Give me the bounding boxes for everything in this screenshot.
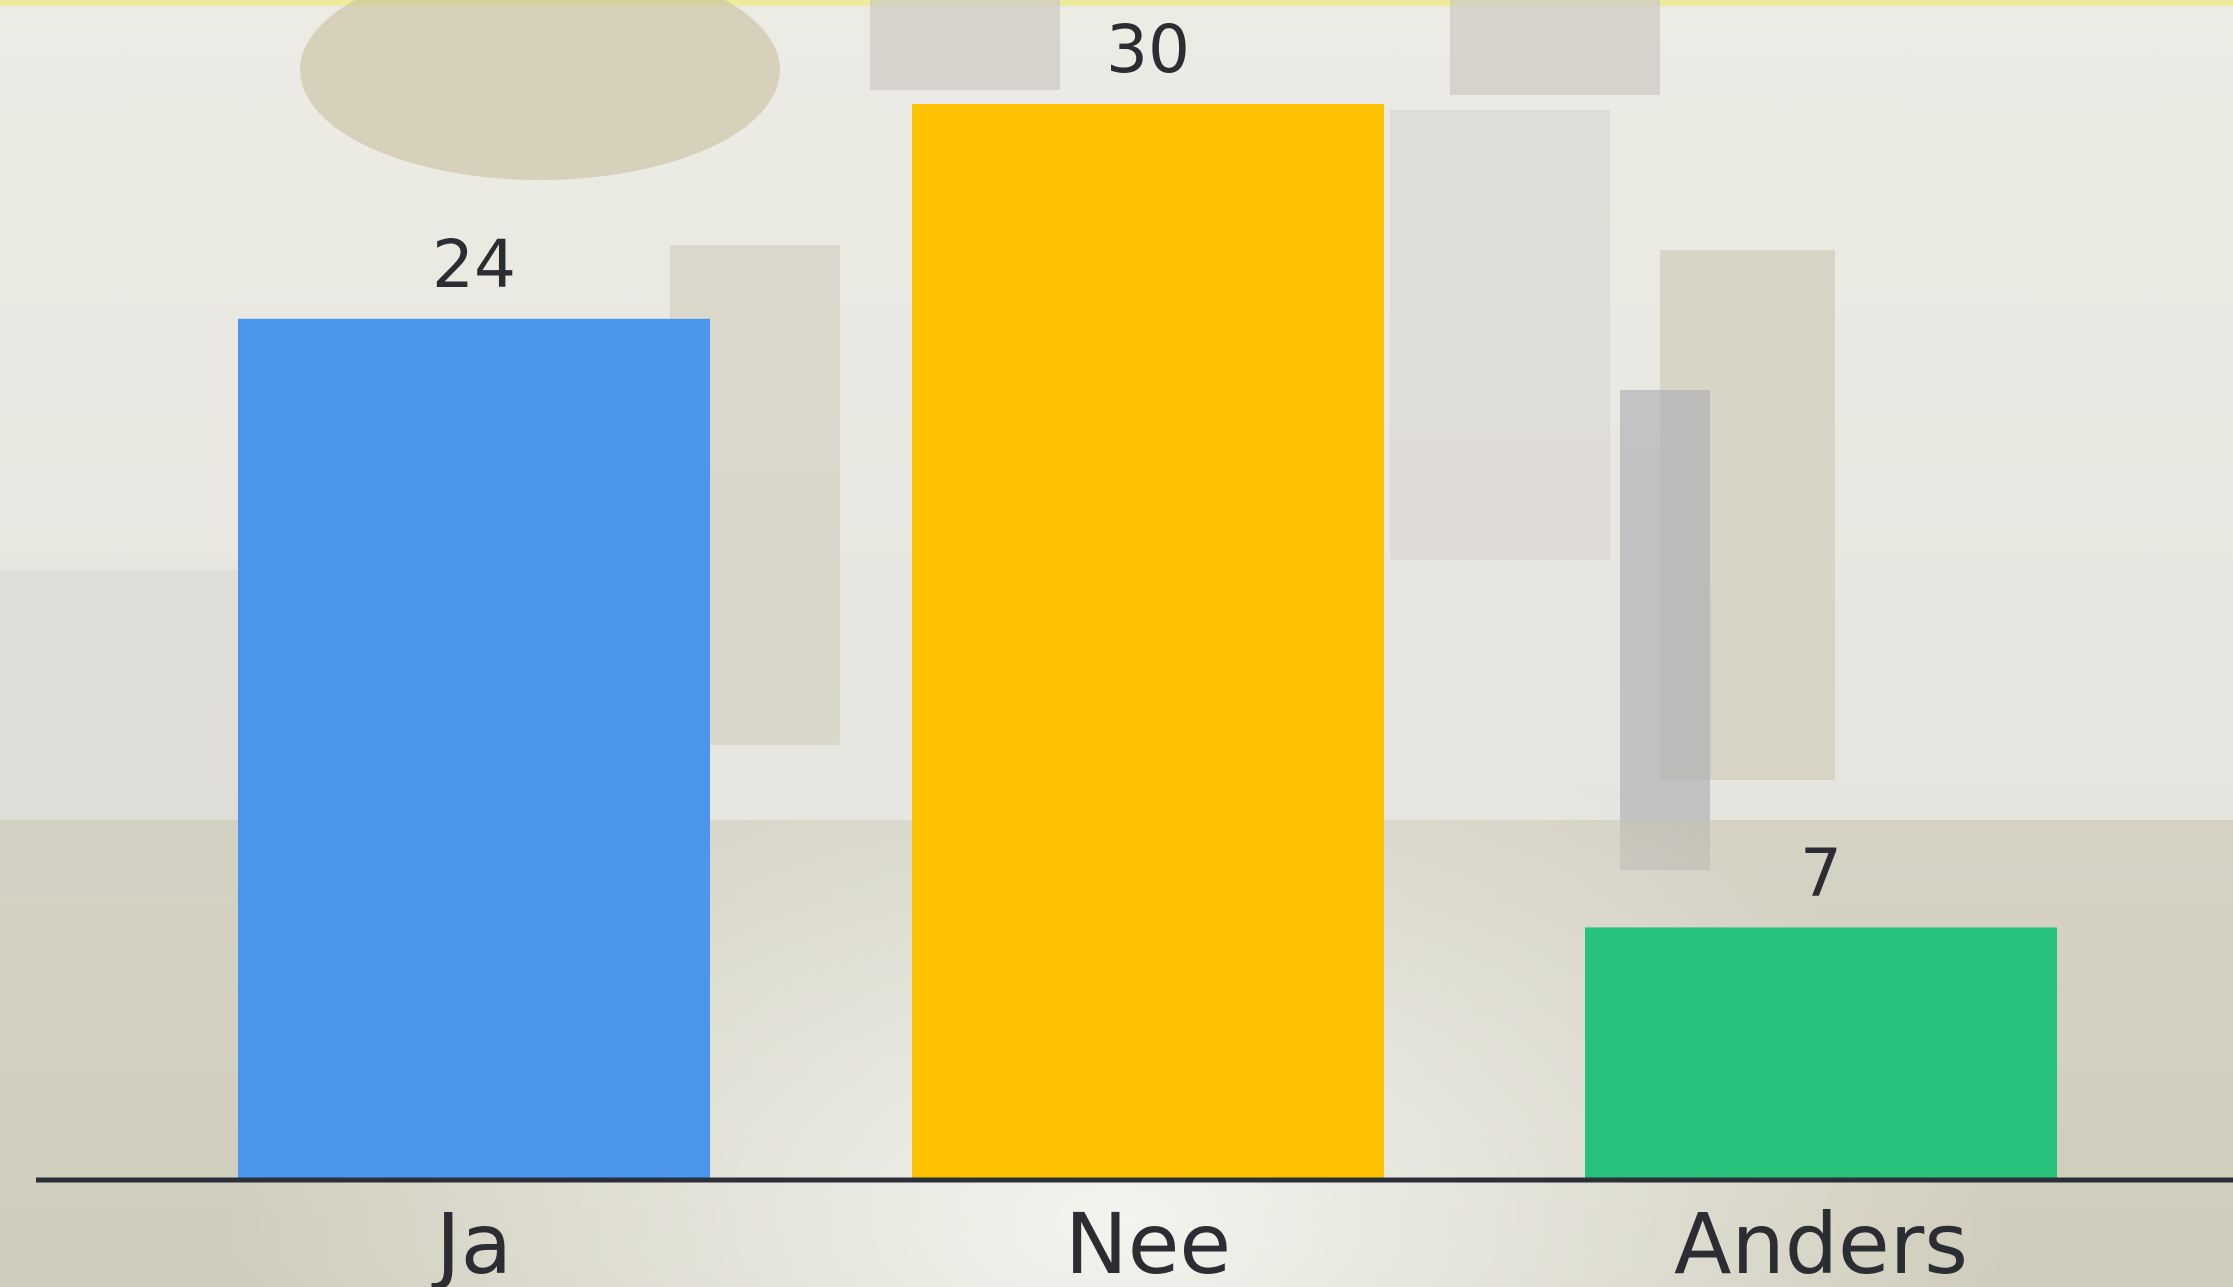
bar — [1585, 927, 2057, 1178]
bar — [912, 104, 1384, 1178]
category-label: Ja — [431, 1195, 512, 1287]
value-label: 24 — [432, 226, 516, 303]
value-label: 30 — [1106, 11, 1190, 88]
plot-area: 24 Ja 30 Nee 7 Anders — [238, 11, 2057, 1287]
bar — [238, 318, 710, 1178]
category-label: Nee — [1065, 1195, 1231, 1287]
category-label: Anders — [1674, 1195, 1968, 1287]
value-label: 7 — [1800, 834, 1842, 911]
